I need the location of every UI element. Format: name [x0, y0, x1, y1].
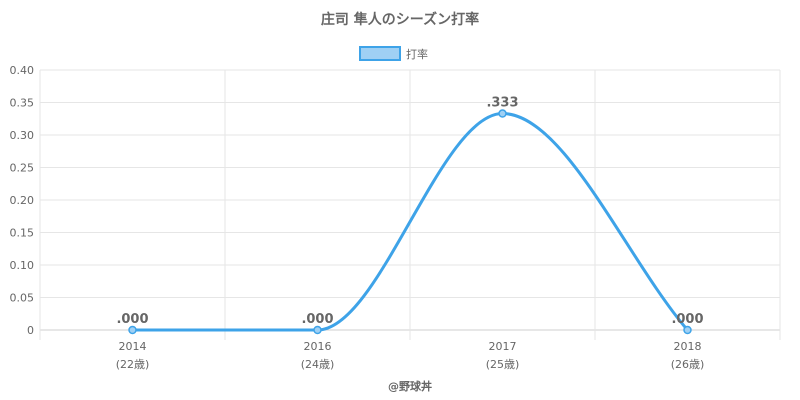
y-tick-label: 0.15	[10, 227, 35, 240]
credit-text: @野球丼	[388, 379, 432, 393]
axes: 0 0.05 0.10 0.15 0.20 0.25 0.30 0.35 0.40 2014 (22…	[10, 64, 705, 371]
data-label: .000	[116, 312, 148, 327]
legend-swatch	[359, 46, 401, 61]
data-label: .333	[486, 96, 518, 111]
x-tick-label: 2017	[489, 340, 517, 353]
x-tick-sublabel: (22歳)	[116, 358, 150, 371]
x-tick-sublabel: (25歳)	[486, 358, 520, 371]
gridlines	[39, 69, 781, 340]
data-label: .000	[671, 312, 703, 327]
chart-title: 庄司 隼人のシーズン打率	[321, 11, 479, 28]
y-tick-label: 0.05	[10, 292, 35, 305]
x-tick-label: 2016	[304, 340, 332, 353]
data-label: .000	[301, 312, 333, 327]
y-tick-label: 0.30	[10, 129, 35, 142]
x-tick-sublabel: (24歳)	[301, 358, 335, 371]
x-tick-label: 2018	[674, 340, 702, 353]
y-tick-label: 0.20	[10, 194, 35, 207]
y-tick-label: 0	[27, 324, 34, 337]
legend-label: 打率	[406, 47, 428, 61]
y-tick-label: 0.25	[10, 162, 35, 175]
data-point	[683, 325, 692, 335]
x-tick-sublabel: (26歳)	[671, 358, 705, 371]
data-point	[313, 325, 322, 335]
series-line	[132, 112, 689, 332]
data-labels: .000 .000 .333 .000	[116, 96, 703, 327]
y-tick-label: 0.40	[10, 64, 35, 77]
data-point	[498, 109, 507, 118]
y-tick-label: 0.35	[10, 97, 35, 110]
x-tick-label: 2014	[119, 340, 147, 353]
data-point	[128, 325, 137, 335]
series-batting-average	[128, 109, 692, 335]
y-tick-label: 0.10	[10, 259, 35, 272]
legend: 打率	[359, 46, 428, 61]
